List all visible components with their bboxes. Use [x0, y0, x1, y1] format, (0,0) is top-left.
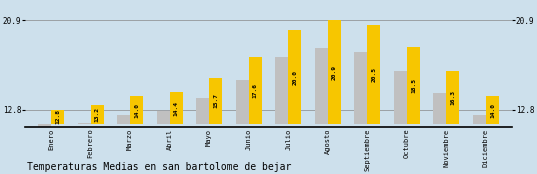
Bar: [354, 52, 367, 124]
Bar: [209, 78, 222, 124]
Bar: [117, 115, 130, 124]
Text: 14.0: 14.0: [134, 103, 139, 118]
Bar: [288, 30, 301, 124]
Bar: [407, 47, 420, 124]
Bar: [196, 98, 209, 124]
Bar: [473, 115, 486, 124]
Bar: [130, 96, 143, 124]
Text: Temperaturas Medias en san bartolome de bejar: Temperaturas Medias en san bartolome de …: [27, 162, 291, 172]
Text: 20.0: 20.0: [292, 70, 297, 85]
Bar: [236, 80, 249, 124]
Bar: [170, 92, 183, 124]
Bar: [433, 93, 446, 124]
Text: 14.4: 14.4: [174, 101, 179, 116]
Text: 18.5: 18.5: [411, 78, 416, 93]
Bar: [157, 111, 170, 124]
Text: 17.6: 17.6: [253, 83, 258, 98]
Bar: [446, 71, 460, 124]
Bar: [315, 48, 328, 124]
Bar: [394, 71, 407, 124]
Bar: [91, 105, 104, 124]
Bar: [38, 124, 51, 127]
Bar: [275, 57, 288, 124]
Text: 14.0: 14.0: [490, 103, 495, 118]
Bar: [77, 123, 91, 124]
Bar: [51, 110, 64, 124]
Bar: [367, 25, 380, 124]
Bar: [486, 96, 499, 124]
Text: 16.3: 16.3: [451, 90, 455, 105]
Bar: [328, 20, 341, 124]
Bar: [249, 57, 262, 124]
Text: 13.2: 13.2: [95, 107, 100, 122]
Text: 12.8: 12.8: [55, 109, 60, 124]
Text: 20.5: 20.5: [372, 67, 376, 82]
Text: 15.7: 15.7: [213, 93, 218, 108]
Text: 20.9: 20.9: [332, 65, 337, 80]
